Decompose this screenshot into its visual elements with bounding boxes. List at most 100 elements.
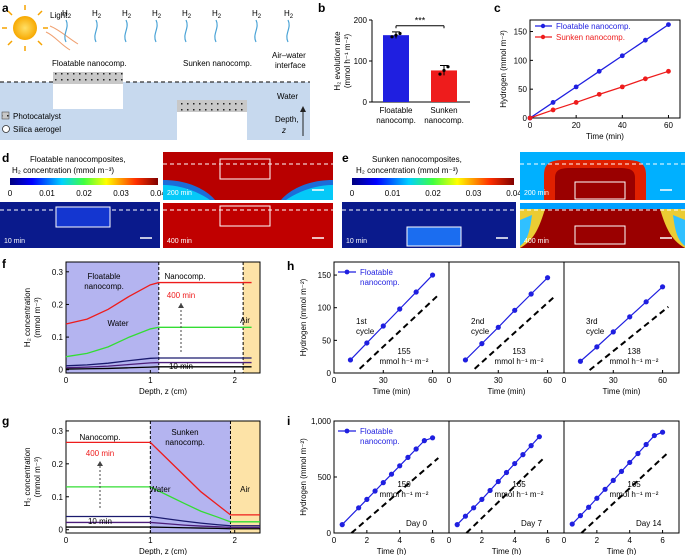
c-point-1-6 [666,68,671,74]
b-ytick-label-1: 100 [354,57,368,66]
colorbar-tick-1: 0.01 [385,189,401,198]
colorbar-tick-4: 0.04 [150,189,166,198]
colorbar-tick-3: 0.03 [113,189,129,198]
chartI-series-0 [341,437,433,526]
chartH-cycle-label-0-1: cycle [356,327,375,336]
b-ytick-label-2: 200 [354,16,368,25]
chartI-rate-0: 150 [397,480,411,489]
chartH-ytick-label-0: 0 [327,369,332,378]
panel-label-i: i [287,414,290,428]
chartH-xtick-label-1-2: 60 [543,376,552,385]
d-nanocomp-box-3 [219,205,271,227]
chartG-region1-label-0: Nanocomp. [80,433,121,442]
chartI-point-1-3 [479,496,485,502]
colorbar-tick-0: 0 [350,189,355,198]
chart-h: 0 50 100 150 Hydrogen (mmol m⁻²) 0 30 60 Time (m… [299,261,680,396]
b-ylabel-0: H₂ evolution rate [333,31,342,91]
h2-sub-7: 2 [290,14,294,20]
colorbar-tick-3: 0.03 [466,189,482,198]
c-xtick-label-2: 40 [618,121,627,130]
chartI-xtick-label-2-1: 2 [595,536,600,545]
chartH-xlabel-1: Time (min) [488,387,526,396]
h2-arrow-1 [94,19,98,43]
h2-sub-0: 2 [68,14,72,20]
c-point-0-2 [573,84,579,90]
chartG-region2-label-0: Sunken [171,428,198,437]
chartF-series-0 [65,281,252,325]
chartG-region-1 [150,421,231,533]
chartI-rate-unit-0: mmol h⁻¹ m⁻² [380,490,429,499]
c-legend-marker-1 [540,34,546,40]
chartG-frame [65,420,261,534]
chart-c: 0 50 100 150 0 20 40 60 Time (min) Hydrogen (mmol… [499,19,681,141]
b-category-1-1: nanocomp. [424,116,464,125]
c-point-1-0 [527,115,533,121]
h2-arrow-3 [154,19,158,43]
panel-label-d: d [2,151,9,165]
chartI-guide-1 [465,456,546,534]
chartG-series-0 [66,441,260,516]
chart-g: 0 0.1 0.2 0.3 0 1 2 Depth, z (cm) H₂ concentrati… [23,420,261,555]
h2-arrow-0 [64,19,68,43]
panel-label-g: g [2,414,9,428]
water-label: Water [277,92,298,101]
c-legend-marker-0 [540,23,546,29]
chartH-ytick-label-2: 100 [318,304,332,313]
c-point-0-5 [642,37,648,43]
chartI-point-1-4 [487,487,493,494]
d-colorbar-ticks: 0 0.01 0.02 0.03 0.04 [8,189,167,198]
chartI-frame-2 [563,420,680,534]
chartF-xtick-label-2: 2 [232,376,237,385]
h2-arrow-4 [184,19,188,43]
h2-arrow-6 [254,19,258,43]
chartH-rate-unit-1: mmol h⁻¹ m⁻² [495,357,544,366]
chartI-point-2-9 [643,441,649,448]
chartF-ytick-label-3: 0.3 [52,268,64,277]
chartH-point-1-4 [528,291,534,297]
h2-bubbles: H2 H2 H2 H2 H2 H2 H2 H2 [62,9,294,43]
depth-var-label: z [281,126,286,135]
chartG-ylabel-1: (mmol m⁻³) [33,456,42,497]
chartH-ylabel: Hydrogen (mmol m⁻²) [299,278,308,356]
panel-label-f: f [2,257,7,271]
c-legend-label-0: Floatable nanocomp. [556,22,631,31]
chartI-series-2 [571,431,663,525]
b-bar-1 [431,70,457,102]
chartI-point-2-3 [594,495,600,501]
chartI-point-2-2 [586,504,592,510]
chartF-time-arrow-head [178,303,184,308]
c-point-0-3 [596,68,602,74]
b-bar-0 [383,35,409,102]
chartH-point-1-0 [462,357,469,363]
panel-label-c: c [494,1,501,15]
chartH-xtick-label-0-0: 0 [332,376,337,385]
h2-sub-4: 2 [188,14,192,20]
b-category-0-0: Floatable [380,106,413,115]
d-nanocomp-box-2 [219,158,271,180]
chartH-point-0-3 [397,306,403,312]
photocatalyst-legend-icon [1,111,10,120]
chartH-point-2-1 [594,344,600,350]
chartF-ytick-label-1: 0.1 [52,333,64,342]
photocatalyst-label: Photocatalyst [13,112,62,121]
chartI-xtick-label-1-3: 6 [545,536,550,545]
chartH-xtick-label-2-2: 60 [658,376,667,385]
chartI-xtick-label-1-0: 0 [447,536,452,545]
c-ylabel: Hydrogen (mmol m⁻²) [499,30,508,108]
chartI-legend-label-1: nanocomp. [360,437,400,446]
chartH-xtick-label-0-1: 30 [379,376,388,385]
c-xlabel: Time (min) [586,132,624,141]
chartH-rate-unit-0: mmol h⁻¹ m⁻² [380,357,429,366]
chartI-cycle-label-1-0: Day 7 [521,519,542,528]
chartF-region1-label-0: Floatable [88,272,121,281]
chartG-ytick-label-1: 0.1 [52,493,64,502]
chartI-point-0-2 [364,496,370,502]
chartI-xtick-label-0-0: 0 [332,536,337,545]
aerogel-legend-icon [2,125,10,133]
chartI-xlabel-2: Time (h) [607,547,637,555]
c-point-1-5 [642,76,648,82]
chartI-rate-unit-2: mmol h⁻¹ m⁻² [610,490,659,499]
panel-label-e: e [342,151,349,165]
chartI-point-1-6 [503,469,510,476]
